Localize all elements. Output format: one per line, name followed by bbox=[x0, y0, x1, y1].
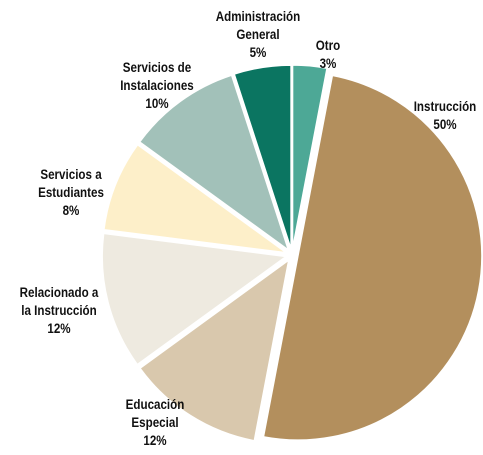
pie-slice-3 bbox=[101, 232, 289, 366]
label-educacion-especial-line-2: Especial bbox=[131, 415, 179, 430]
pie-slice-2 bbox=[138, 258, 290, 442]
label-servicios-estudiantes: Servicios a Estudiantes 8% bbox=[24, 166, 119, 220]
label-educacion-especial: Educación Especial 12% bbox=[108, 396, 203, 450]
label-relacionado-instruccion-line-2: la Instrucción bbox=[21, 303, 97, 318]
label-relacionado-instruccion-value: 12% bbox=[47, 321, 71, 336]
label-otro: Otro 3% bbox=[309, 37, 347, 73]
label-otro-value: 3% bbox=[319, 56, 337, 71]
label-servicios-estudiantes-line-1: Servicios a bbox=[40, 167, 102, 182]
label-otro-line-1: Otro bbox=[315, 38, 341, 53]
label-servicios-instalaciones-line-2: Instalaciones bbox=[120, 78, 194, 93]
label-administracion-general-line-1: Administración bbox=[215, 9, 301, 24]
label-servicios-instalaciones-value: 10% bbox=[145, 96, 169, 111]
label-educacion-especial-line-1: Educación bbox=[125, 397, 185, 412]
pie-slice-4 bbox=[103, 143, 287, 254]
pie-slice-5 bbox=[138, 74, 290, 253]
pie-slice-1 bbox=[262, 74, 483, 441]
label-relacionado-instruccion: Relacionado a la Instrucción 12% bbox=[8, 284, 109, 338]
label-administracion-general-value: 5% bbox=[249, 45, 267, 60]
label-instruccion-value: 50% bbox=[433, 117, 457, 132]
label-servicios-estudiantes-value: 8% bbox=[62, 203, 80, 218]
label-servicios-instalaciones-line-1: Servicios de bbox=[122, 60, 192, 75]
label-educacion-especial-value: 12% bbox=[143, 433, 167, 448]
label-instruccion: Instrucción 50% bbox=[406, 98, 483, 134]
label-instruccion-line-1: Instrucción bbox=[413, 99, 477, 114]
label-administracion-general-line-2: General bbox=[236, 27, 280, 42]
pie-slice-0 bbox=[291, 64, 328, 250]
label-relacionado-instruccion-line-1: Relacionado a bbox=[19, 285, 99, 300]
label-administracion-general: Administración General 5% bbox=[205, 8, 312, 62]
label-servicios-instalaciones: Servicios de Instalaciones 10% bbox=[108, 59, 206, 113]
label-servicios-estudiantes-line-2: Estudiantes bbox=[38, 185, 104, 200]
pie-slice-6 bbox=[233, 64, 292, 250]
